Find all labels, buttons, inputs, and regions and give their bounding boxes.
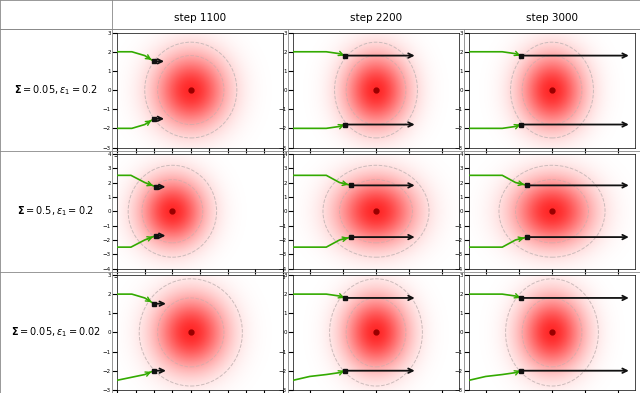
- Text: step 3000: step 3000: [526, 13, 578, 23]
- Text: step 2200: step 2200: [350, 13, 402, 23]
- Text: $\mathbf{\Sigma} = 0.05, \epsilon_1 = 0.2$: $\mathbf{\Sigma} = 0.05, \epsilon_1 = 0.…: [14, 83, 98, 97]
- Text: $\mathbf{\Sigma} = 0.5, \epsilon_1 = 0.2$: $\mathbf{\Sigma} = 0.5, \epsilon_1 = 0.2…: [17, 204, 95, 218]
- Text: $\mathbf{\Sigma} = 0.05, \epsilon_1 = 0.02$: $\mathbf{\Sigma} = 0.05, \epsilon_1 = 0.…: [11, 325, 101, 339]
- Text: step 1100: step 1100: [174, 13, 226, 23]
